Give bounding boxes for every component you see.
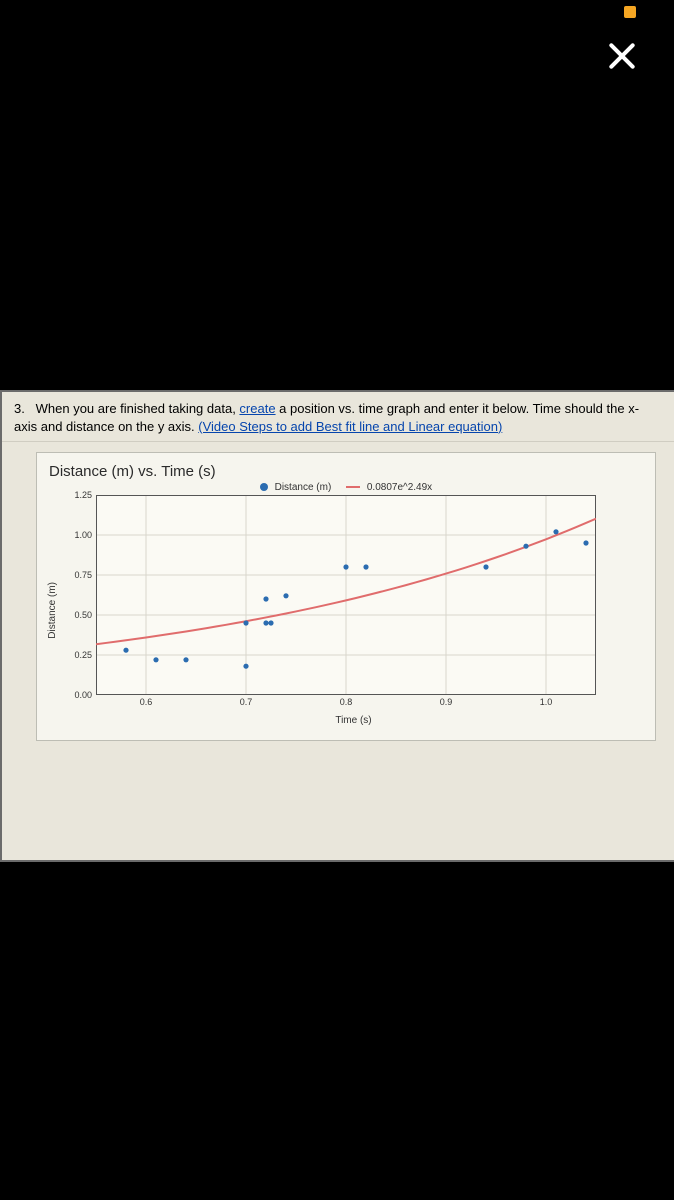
legend-fit-marker — [346, 486, 360, 488]
status-indicator — [624, 6, 636, 18]
y-tick-label: 1.00 — [74, 530, 92, 540]
y-tick-label: 0.25 — [74, 650, 92, 660]
chart-card: Distance (m) vs. Time (s) Distance (m) 0… — [36, 452, 656, 741]
y-tick-label: 0.00 — [74, 690, 92, 700]
chart-svg — [96, 495, 596, 695]
x-tick-label: 1.0 — [540, 697, 553, 707]
create-link[interactable]: create — [239, 401, 275, 416]
x-axis-label: Time (s) — [60, 715, 647, 726]
video-steps-link[interactable]: (Video Steps to add Best fit line and Li… — [198, 419, 502, 434]
x-tick-label: 0.6 — [140, 697, 153, 707]
y-axis-label: Distance (m) — [45, 582, 60, 639]
close-button[interactable] — [606, 40, 638, 72]
plot-area: 0.000.250.500.751.001.25 — [60, 495, 647, 695]
content-panel: 3. When you are finished taking data, cr… — [0, 390, 674, 862]
y-tick-label: 0.50 — [74, 610, 92, 620]
x-tick-label: 0.9 — [440, 697, 453, 707]
x-tick-label: 0.7 — [240, 697, 253, 707]
y-tick-label: 0.75 — [74, 570, 92, 580]
y-tick-label: 1.25 — [74, 490, 92, 500]
chart-legend: Distance (m) 0.0807e^2.49x — [45, 482, 647, 493]
question-text: 3. When you are finished taking data, cr… — [2, 392, 674, 442]
close-icon — [606, 40, 638, 72]
legend-series-label: Distance (m) — [275, 482, 332, 493]
question-part1: When you are finished taking data, — [36, 401, 240, 416]
question-number: 3. — [14, 400, 32, 418]
x-tick-label: 0.8 — [340, 697, 353, 707]
legend-fit-label: 0.0807e^2.49x — [367, 482, 432, 493]
chart-title: Distance (m) vs. Time (s) — [49, 463, 647, 480]
legend-series-marker — [260, 483, 268, 491]
